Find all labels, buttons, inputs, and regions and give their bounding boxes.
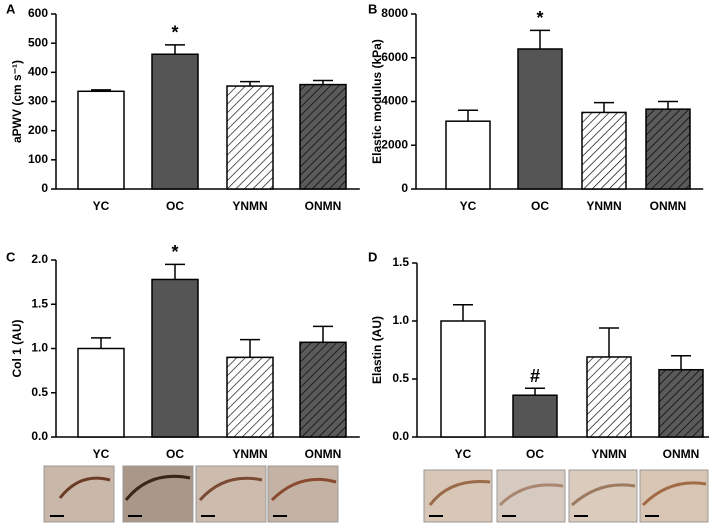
x-tick-label: YNMN	[591, 447, 626, 461]
annotation: *	[171, 242, 178, 262]
x-tick-label: YC	[93, 447, 110, 461]
bar	[226, 356, 274, 438]
bar	[226, 85, 274, 190]
y-tick-label: 1.0	[31, 341, 48, 355]
bar	[299, 83, 347, 190]
bar	[151, 278, 199, 438]
y-tick-label: 300	[28, 94, 48, 108]
x-tick-label: YC	[455, 447, 472, 461]
annotation: *	[536, 8, 543, 28]
y-tick-label: 6000	[381, 50, 408, 64]
y-tick-label: 100	[28, 152, 48, 166]
x-tick-label: OC	[166, 199, 184, 213]
y-tick-label: 0.0	[392, 429, 409, 443]
y-tick-label: 400	[28, 65, 48, 79]
panel-label: B	[368, 1, 377, 16]
x-tick-label: YC	[93, 199, 110, 213]
x-tick-label: YNMN	[232, 447, 267, 461]
tissue	[571, 483, 636, 507]
y-tick-label: 500	[28, 35, 48, 49]
bar	[581, 111, 627, 190]
x-tick-label: OC	[166, 447, 184, 461]
panel-label: D	[368, 249, 377, 264]
micrograph	[43, 465, 115, 523]
x-tick-label: YNMN	[586, 199, 621, 213]
micrograph	[568, 469, 638, 523]
bar	[77, 347, 125, 438]
tissue	[428, 479, 491, 506]
panel-label: A	[6, 1, 16, 16]
bar	[299, 341, 347, 438]
x-tick-label: ONMN	[663, 447, 700, 461]
x-tick-label: OC	[531, 199, 549, 213]
tissue	[198, 476, 263, 501]
y-tick-label: 0.5	[392, 371, 409, 385]
micrograph	[496, 469, 566, 523]
y-tick-label: 1.5	[392, 255, 409, 269]
y-tick-label: 1.0	[392, 313, 409, 327]
bar	[512, 394, 558, 438]
y-tick-label: 2000	[381, 137, 408, 151]
micrograph	[122, 465, 194, 523]
bar	[645, 108, 691, 190]
y-tick-label: 4000	[381, 94, 408, 108]
y-axis-label: Elastin (AU)	[370, 316, 384, 384]
y-tick-label: 8000	[381, 6, 408, 20]
tissue	[641, 481, 707, 507]
tissue	[498, 483, 564, 507]
x-tick-label: OC	[526, 447, 544, 461]
x-tick-label: ONMN	[650, 199, 687, 213]
y-tick-label: 0	[401, 181, 408, 195]
bar	[517, 48, 563, 190]
y-axis-label: Elastic modulus (kPa)	[370, 39, 384, 164]
annotation: #	[530, 366, 540, 386]
bar	[77, 90, 125, 190]
bar	[440, 320, 486, 438]
x-tick-label: ONMN	[305, 199, 342, 213]
micrograph	[423, 469, 493, 523]
y-tick-label: 0.5	[31, 385, 48, 399]
tissue	[124, 474, 191, 501]
panel-label: C	[6, 249, 16, 264]
tissue	[270, 477, 337, 502]
bar	[586, 356, 632, 438]
x-tick-label: YNMN	[232, 199, 267, 213]
bar	[151, 53, 199, 190]
y-axis-label: aPWV (cm s⁻¹)	[10, 60, 24, 143]
y-axis-label: Col 1 (AU)	[10, 320, 24, 378]
micrographs	[43, 465, 709, 523]
bar	[658, 368, 704, 438]
bar	[445, 120, 491, 190]
y-tick-label: 2.0	[31, 252, 48, 266]
x-tick-label: YC	[460, 199, 477, 213]
y-tick-label: 0.0	[31, 429, 48, 443]
annotation: *	[171, 23, 178, 43]
y-tick-label: 600	[28, 6, 48, 20]
micrograph	[639, 469, 709, 523]
x-tick-label: ONMN	[305, 447, 342, 461]
y-tick-label: 0	[41, 181, 48, 195]
tissue	[58, 476, 111, 499]
y-tick-label: 200	[28, 123, 48, 137]
y-tick-label: 1.5	[31, 296, 48, 310]
